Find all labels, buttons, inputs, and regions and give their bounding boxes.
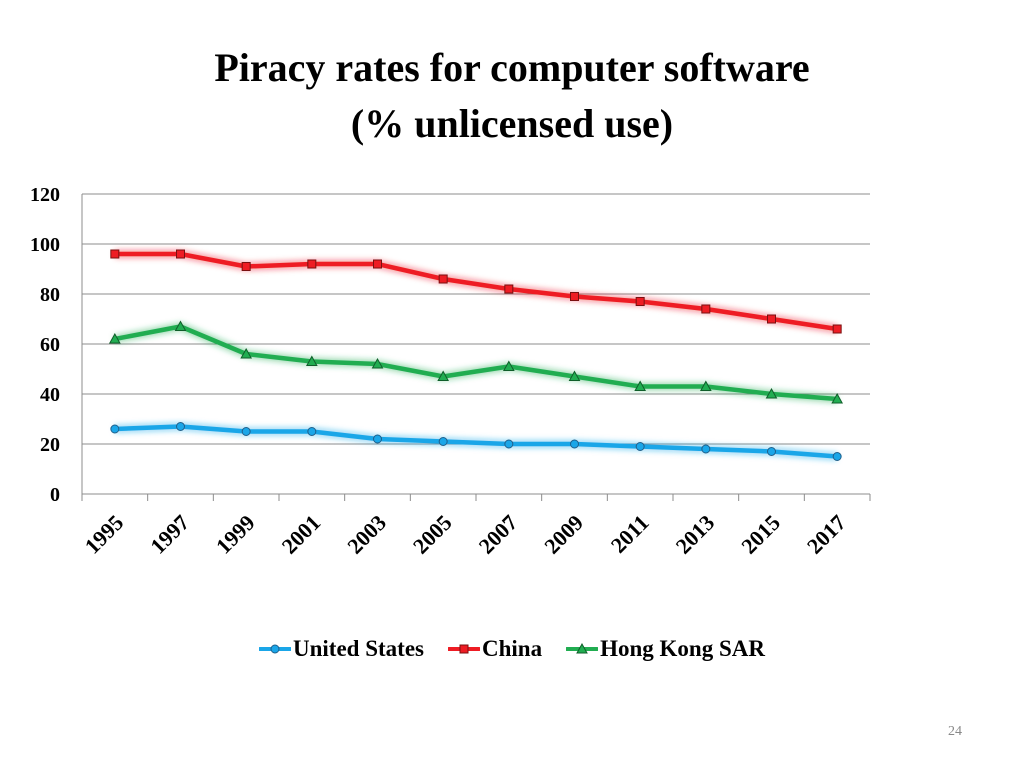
point-united-states-1999 [241,427,251,436]
point-united-states-2009 [570,439,579,449]
legend-marker-hong-kong-sar [576,642,588,654]
point-united-states-2011 [635,442,645,451]
x-tick-label-2003: 2003 [342,510,391,559]
point-united-states-2003 [373,434,382,444]
legend-label-united-states: United States [293,636,424,661]
series-glow-china [114,250,838,333]
series-hong-kong-sar [108,320,844,404]
point-china-2007 [504,284,514,294]
point-united-states-2017 [832,452,842,461]
series-line-united-states [112,424,840,459]
x-tick-label-2015: 2015 [736,510,785,559]
legend-item-united-states: United States [259,636,424,662]
point-china-2003 [373,259,382,269]
point-hong-kong-sar-1997 [174,320,187,331]
point-united-states-2001 [307,427,317,436]
x-tick-label-2017: 2017 [802,510,851,559]
series-line-china [112,251,840,332]
y-tick-label-20: 20 [40,434,60,456]
point-china-1995 [110,249,120,259]
axes [81,194,871,501]
point-hong-kong-sar-2011 [634,380,647,391]
legend-swatch-united-states [259,644,292,654]
point-hong-kong-sar-2003 [371,357,384,369]
point-china-2005 [438,274,448,284]
legend-marker-china [459,644,469,654]
point-united-states-2015 [767,447,776,456]
point-china-2017 [832,324,842,334]
x-tick-label-2013: 2013 [671,510,720,559]
legend-swatch-hong-kong-sar [566,642,599,654]
series-united-states [110,422,842,461]
y-axis-ticks: 0 20 40 60 80 100 120 [30,184,60,506]
legend-swatch-china [448,644,480,654]
y-tick-label-80: 80 [40,284,60,306]
legend-item-hong-kong-sar: Hong Kong SAR [566,636,765,662]
point-united-states-2013 [701,444,711,454]
point-china-1999 [241,262,251,271]
x-tick-label-2001: 2001 [277,510,326,559]
series-group [108,249,844,461]
series-china [110,249,842,334]
y-tick-label-120: 120 [30,184,60,206]
legend-label-hong-kong-sar: Hong Kong SAR [600,636,765,661]
point-united-states-1997 [176,422,185,431]
point-hong-kong-sar-2015 [765,387,778,399]
point-hong-kong-sar-1999 [240,347,253,359]
legend: United States China Hong Kong SAR [0,636,1024,662]
legend-marker-united-states [270,644,280,654]
point-hong-kong-sar-2017 [831,392,844,404]
page-number: 24 [948,724,962,739]
point-china-2013 [701,304,711,314]
point-china-2015 [767,314,776,324]
point-united-states-1995 [110,424,120,434]
point-hong-kong-sar-2013 [699,380,712,391]
y-tick-label-0: 0 [50,484,60,506]
chart-title-line-2: (% unlicensed use) [350,101,674,146]
x-tick-label-2009: 2009 [539,510,588,559]
y-tick-label-60: 60 [40,334,60,356]
point-hong-kong-sar-2001 [305,355,318,366]
x-tick-label-2005: 2005 [408,510,457,559]
x-tick-label-1997: 1997 [145,510,194,559]
point-hong-kong-sar-2009 [568,370,581,381]
x-tick-label-2007: 2007 [474,510,523,559]
y-tick-label-100: 100 [30,234,60,256]
point-united-states-2007 [504,439,514,449]
point-hong-kong-sar-2007 [502,360,515,371]
point-china-2011 [635,297,645,306]
chart-title-line-1: Piracy rates for computer software [214,45,810,90]
point-hong-kong-sar-1995 [108,332,121,344]
x-tick-label-1999: 1999 [211,510,260,559]
point-china-2001 [307,259,317,269]
point-united-states-2005 [438,437,448,446]
x-axis-ticks: 1995 1997 1999 2001 2003 2005 2007 2009 2011 2013… [80,510,851,559]
legend-label-china: China [482,636,543,661]
x-tick-label-2011: 2011 [606,510,654,558]
line-chart: 0 20 40 60 80 100 120 1995 1997 1999 2001 2003 2005… [30,184,871,559]
point-china-1997 [176,249,185,259]
series-line-hong-kong-sar [112,324,840,402]
legend-item-china: China [448,636,542,662]
x-tick-label-1995: 1995 [80,510,129,559]
point-hong-kong-sar-2005 [437,370,450,381]
point-china-2009 [570,292,579,301]
y-tick-label-40: 40 [40,384,60,406]
chart-title: Piracy rates for computer software (% un… [0,40,1024,152]
